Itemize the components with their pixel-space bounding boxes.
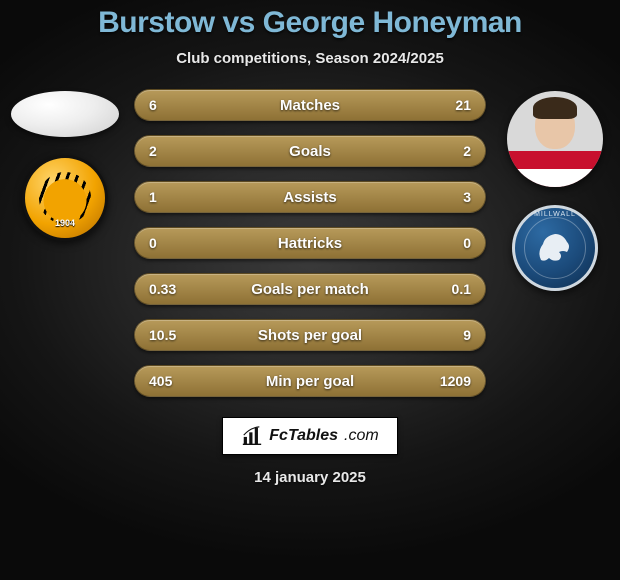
stat-left-value: 0 xyxy=(149,235,189,251)
stat-left-value: 2 xyxy=(149,143,189,159)
comparison-card: Burstow vs George Honeyman Club competit… xyxy=(0,0,620,580)
stat-left-value: 6 xyxy=(149,97,189,113)
brand-name-bold: FcTables xyxy=(269,427,338,445)
player-avatar-placeholder xyxy=(11,91,119,137)
branding-box[interactable]: FcTables .com xyxy=(222,417,398,455)
brand-name-rest: .com xyxy=(344,427,379,445)
tiger-icon xyxy=(39,172,91,224)
stat-row: 10.5 Shots per goal 9 xyxy=(134,319,486,351)
stat-right-value: 0 xyxy=(431,235,471,251)
stat-left-value: 1 xyxy=(149,189,189,205)
stat-right-value: 2 xyxy=(431,143,471,159)
stat-right-value: 9 xyxy=(431,327,471,343)
stat-left-value: 0.33 xyxy=(149,281,189,297)
stat-row: 6 Matches 21 xyxy=(134,89,486,121)
stat-row: 405 Min per goal 1209 xyxy=(134,365,486,397)
left-player-column: 1904 xyxy=(0,89,130,241)
stats-rows: 6 Matches 21 2 Goals 2 1 Assists 3 0 Hat… xyxy=(134,89,486,397)
left-club-year: 1904 xyxy=(55,218,75,228)
right-player-column: MILLWALL xyxy=(490,89,620,291)
stat-right-value: 0.1 xyxy=(431,281,471,297)
stat-row: 1 Assists 3 xyxy=(134,181,486,213)
stat-row: 0.33 Goals per match 0.1 xyxy=(134,273,486,305)
bar-chart-icon xyxy=(241,425,263,447)
stat-right-value: 3 xyxy=(431,189,471,205)
page-title: Burstow vs George Honeyman xyxy=(98,6,522,40)
comparison-body: 1904 6 Matches 21 2 Goals 2 1 Assists 3 … xyxy=(0,89,620,397)
page-subtitle: Club competitions, Season 2024/2025 xyxy=(176,50,444,67)
player-avatar xyxy=(507,91,603,187)
stat-right-value: 21 xyxy=(431,97,471,113)
right-club-ring-text: MILLWALL xyxy=(515,208,595,288)
right-club-badge: MILLWALL xyxy=(512,205,598,291)
stat-row: 2 Goals 2 xyxy=(134,135,486,167)
stat-left-value: 10.5 xyxy=(149,327,189,343)
page-date: 14 january 2025 xyxy=(254,469,366,486)
left-club-badge: 1904 xyxy=(22,155,108,241)
stat-left-value: 405 xyxy=(149,373,189,389)
stat-row: 0 Hattricks 0 xyxy=(134,227,486,259)
stat-right-value: 1209 xyxy=(431,373,471,389)
